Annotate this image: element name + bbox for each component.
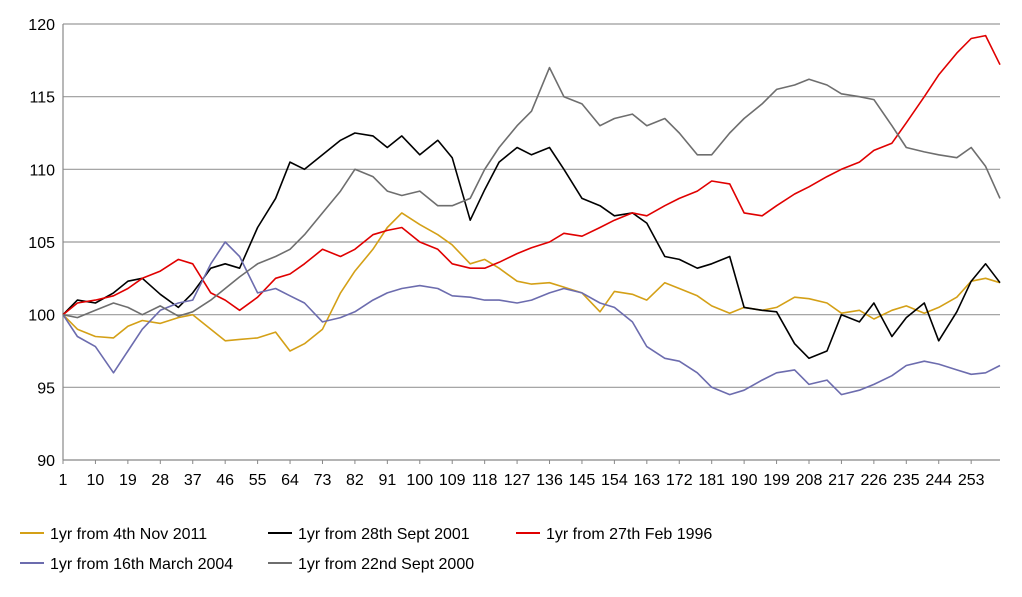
y-tick-label: 110 — [29, 162, 55, 179]
legend-label: 1yr from 22nd Sept 2000 — [298, 556, 474, 573]
x-tick-label: 217 — [828, 472, 855, 489]
x-axis-tick-labels: 1 10 19 28 37 46 55 64 73 82 91 100 109 118 127 136 145 1… — [59, 472, 985, 489]
x-tick-label: 64 — [281, 472, 299, 489]
y-tick-label: 95 — [37, 380, 55, 397]
gridlines — [63, 23, 1000, 388]
x-tick-label: 181 — [698, 472, 725, 489]
x-tick-label: 10 — [87, 472, 105, 489]
x-tick-label: 208 — [796, 472, 823, 489]
series-line-4 — [62, 241, 1001, 396]
axes — [62, 24, 1000, 464]
x-tick-label: 199 — [763, 472, 790, 489]
x-tick-label: 73 — [314, 472, 332, 489]
x-tick-label: 226 — [861, 472, 888, 489]
legend-item: 1yr from 28th Sept 2001 — [268, 526, 470, 543]
x-tick-label: 46 — [216, 472, 234, 489]
legend-item: 1yr from 22nd Sept 2000 — [268, 556, 474, 573]
x-tick-label: 127 — [504, 472, 531, 489]
series-line-3 — [62, 34, 1001, 316]
x-tick-label: 136 — [536, 472, 563, 489]
x-tick-label: 154 — [601, 472, 628, 489]
x-tick-label: 190 — [731, 472, 758, 489]
x-tick-label: 109 — [439, 472, 466, 489]
legend-label: 1yr from 27th Feb 1996 — [546, 526, 712, 543]
legend-item: 1yr from 16th March 2004 — [20, 556, 233, 573]
x-tick-label: 118 — [472, 472, 498, 489]
x-tick-label: 145 — [569, 472, 596, 489]
series-line-2 — [62, 132, 1001, 360]
legend-label: 1yr from 16th March 2004 — [50, 556, 233, 573]
y-tick-label: 115 — [29, 90, 55, 107]
y-axis-tick-labels: 90 95 100 105 110 115 120 — [28, 17, 55, 470]
x-tick-label: 244 — [925, 472, 952, 489]
series-line-5 — [62, 66, 1001, 319]
legend-label: 1yr from 4th Nov 2011 — [50, 526, 207, 543]
legend-item: 1yr from 27th Feb 1996 — [516, 526, 712, 543]
series-lines — [62, 34, 1001, 396]
x-tick-label: 172 — [666, 472, 693, 489]
x-tick-label: 37 — [184, 472, 202, 489]
x-tick-label: 19 — [119, 472, 137, 489]
x-tick-label: 100 — [406, 472, 433, 489]
x-tick-label: 253 — [958, 472, 985, 489]
legend: 1yr from 4th Nov 2011 1yr from 28th Sept … — [20, 526, 712, 573]
x-tick-label: 28 — [151, 472, 169, 489]
y-tick-label: 100 — [28, 308, 55, 325]
x-tick-label: 1 — [59, 472, 68, 489]
x-tick-label: 82 — [346, 472, 364, 489]
y-tick-label: 120 — [28, 17, 55, 34]
y-tick-label: 90 — [37, 453, 55, 470]
x-tick-label: 91 — [378, 472, 396, 489]
x-tick-label: 235 — [893, 472, 920, 489]
series-line-1 — [62, 212, 1001, 352]
legend-label: 1yr from 28th Sept 2001 — [298, 526, 470, 543]
x-tick-label: 163 — [633, 472, 660, 489]
x-tick-label: 55 — [249, 472, 267, 489]
y-tick-label: 105 — [28, 235, 55, 252]
legend-item: 1yr from 4th Nov 2011 — [20, 526, 207, 543]
